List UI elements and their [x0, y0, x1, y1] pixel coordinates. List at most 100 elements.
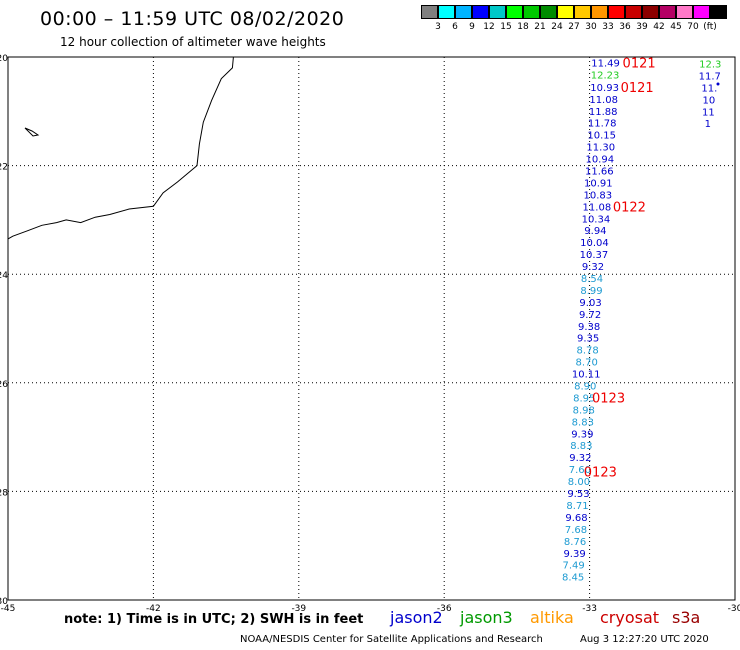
- scale-swatch: [625, 5, 642, 19]
- scale-swatch: [574, 5, 591, 19]
- credit-text: NOAA/NESDIS Center for Satellite Applica…: [240, 634, 543, 645]
- y-tick-label: -30: [0, 597, 8, 607]
- wave-height-label: 8.98: [573, 405, 595, 416]
- x-tick-label: -36: [437, 604, 452, 614]
- scale-label: 70: [687, 22, 699, 32]
- wave-height-label: 11.30: [586, 143, 615, 154]
- x-tick-label: -39: [291, 604, 306, 614]
- wave-height-label: 8.54: [581, 274, 603, 285]
- wave-height-label: 8.71: [566, 501, 588, 512]
- scale-label: 30: [585, 22, 597, 32]
- wave-height-label: 10.34: [582, 214, 611, 225]
- mission-label-jason3: jason3: [460, 608, 513, 627]
- scale-swatch: [489, 5, 506, 19]
- scale-label: 18: [517, 22, 529, 32]
- scale-swatch: [659, 5, 676, 19]
- wave-height-label: 1: [705, 119, 711, 130]
- scale-label: 24: [551, 22, 563, 32]
- wave-height-label: 9.03: [579, 298, 601, 309]
- x-tick-label: -45: [1, 604, 16, 614]
- scale-swatch: [506, 5, 523, 19]
- page-subtitle: 12 hour collection of altimeter wave hei…: [60, 35, 326, 49]
- scale-swatch: [523, 5, 540, 19]
- wave-height-label: 10.94: [585, 155, 614, 166]
- scale-swatch: [472, 5, 489, 19]
- wave-height-label: 8.78: [577, 346, 599, 357]
- wave-height-label: 10.93: [590, 83, 619, 94]
- y-tick-label: -22: [0, 163, 8, 173]
- wave-height-label: 8.83: [572, 417, 594, 428]
- scale-swatch: [455, 5, 472, 19]
- time-annotation: 0123: [584, 465, 617, 480]
- wave-height-label: 10.83: [584, 190, 613, 201]
- y-tick-label: -24: [0, 271, 8, 281]
- generated-timestamp: Aug 3 12:27:20 UTC 2020: [580, 634, 709, 645]
- scale-swatch: [710, 5, 727, 19]
- mission-label-s3a: s3a: [672, 608, 701, 627]
- wave-height-label: 8.90: [574, 382, 596, 393]
- y-tick-label: -20: [0, 54, 8, 64]
- time-annotation: 0121: [621, 81, 654, 96]
- wave-height-label: 7.60: [569, 465, 591, 476]
- mission-label-altika: altika: [530, 608, 574, 627]
- scale-swatch: [591, 5, 608, 19]
- wave-height-label: 10: [702, 95, 715, 106]
- wave-height-label: 9.72: [579, 310, 601, 321]
- wave-height-label: 10.91: [584, 178, 613, 189]
- time-annotation: 0121: [623, 56, 656, 71]
- scale-label: 42: [653, 22, 665, 32]
- wave-height-label: 9.38: [578, 322, 600, 333]
- wave-height-label: 9.32: [582, 262, 604, 273]
- wave-height-label: 8.95: [573, 393, 595, 404]
- wave-height-label: 8.00: [568, 477, 590, 488]
- wave-height-label: 10.11: [572, 370, 601, 381]
- scale-label: 33: [602, 22, 614, 32]
- scale-label: 9: [469, 22, 475, 32]
- wave-height-label: 7.68: [565, 525, 587, 536]
- scale-swatch: [676, 5, 693, 19]
- wave-height-label: 8.70: [576, 358, 598, 369]
- wave-height-label: 9.68: [565, 513, 587, 524]
- scale-label: 15: [500, 22, 512, 32]
- scale-label: 45: [670, 22, 682, 32]
- scale-label: 39: [636, 22, 648, 32]
- wave-height-label: 10.37: [580, 250, 609, 261]
- track-point: [716, 82, 720, 86]
- wave-height-label: 9.39: [563, 549, 585, 560]
- coastline: [7, 56, 234, 240]
- wave-height-label: 8.76: [564, 537, 586, 548]
- wave-height-label: 11.08: [589, 95, 618, 106]
- wave-height-label: 11.49: [591, 58, 620, 69]
- wave-height-label: 10.04: [580, 238, 609, 249]
- x-tick-label: -33: [582, 604, 597, 614]
- wave-height-label: 12.3: [699, 60, 721, 71]
- wave-height-label: 9.35: [577, 334, 599, 345]
- mission-label-cryosat: cryosat: [600, 608, 660, 627]
- scale-label: 21: [534, 22, 546, 32]
- wave-height-label: 11.: [701, 83, 717, 94]
- footer-note: note: 1) Time is in UTC; 2) SWH is in fe…: [64, 612, 364, 627]
- scale-label: 12: [483, 22, 495, 32]
- wave-height-label: 10.15: [587, 131, 616, 142]
- x-tick-label: -42: [146, 604, 161, 614]
- wave-height-label: 7.49: [562, 561, 584, 572]
- island-shape: [24, 127, 40, 137]
- wave-height-label: 8.45: [562, 573, 584, 584]
- scale-swatch: [642, 5, 659, 19]
- scale-label: 36: [619, 22, 631, 32]
- x-tick-label: -30: [728, 604, 740, 614]
- wave-height-label: 11.78: [588, 119, 617, 130]
- scale-swatch: [557, 5, 574, 19]
- scale-swatch: [608, 5, 625, 19]
- scale-label: 3: [435, 22, 441, 32]
- scale-swatch: [421, 5, 438, 19]
- mission-label-jason2: jason2: [390, 608, 443, 627]
- time-annotation: 0122: [613, 200, 646, 215]
- y-tick-label: -26: [0, 380, 8, 390]
- wave-height-label: 9.94: [584, 226, 606, 237]
- time-annotation: 0123: [592, 391, 625, 406]
- wave-height-label: 11.08: [583, 202, 612, 213]
- wave-height-label: 11.88: [589, 107, 618, 118]
- wave-height-label: 11.66: [585, 166, 614, 177]
- wave-height-label: 9.39: [571, 429, 593, 440]
